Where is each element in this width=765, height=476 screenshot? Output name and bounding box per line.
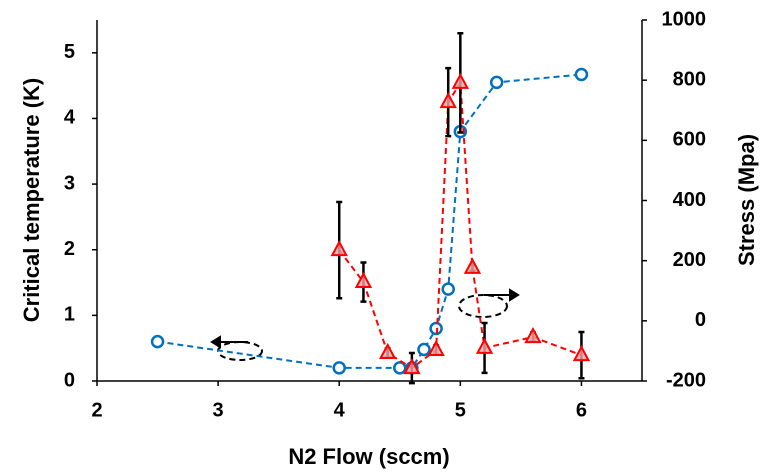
x-tick-label: 6 [576, 399, 587, 421]
x-tick-label: 3 [213, 399, 224, 421]
marker [463, 257, 482, 274]
marker [451, 72, 470, 89]
y2-tick-label: 600 [673, 129, 706, 151]
y-tick-label: 2 [64, 238, 75, 260]
marker [332, 361, 346, 375]
x-axis-title: N2 Flow (sccm) [288, 444, 449, 469]
marker [417, 342, 431, 357]
marker [150, 334, 165, 349]
marker [354, 271, 373, 289]
y2-tick-label: -200 [666, 369, 706, 391]
marker [572, 345, 591, 362]
y-tick-label: 3 [64, 172, 75, 194]
y-tick-label: 0 [64, 369, 75, 391]
marker [427, 339, 445, 357]
y-axis-title: Critical temperature (K) [19, 78, 44, 323]
y2-tick-label: 200 [673, 249, 706, 271]
series-line [157, 73, 582, 369]
y2-tick-label: 0 [695, 309, 706, 331]
marker [475, 337, 494, 354]
marker [378, 342, 397, 360]
y2-tick-label: 1000 [662, 8, 707, 30]
y2-tick-label: 400 [673, 189, 706, 211]
y-tick-label: 1 [64, 304, 75, 326]
y-tick-label: 4 [64, 107, 76, 129]
marker [574, 67, 589, 82]
x-tick-label: 2 [91, 399, 102, 421]
marker [439, 92, 457, 109]
y2-axis-title: Stress (Mpa) [734, 134, 759, 266]
marker [403, 357, 421, 375]
y-tick-label: 5 [64, 41, 75, 63]
marker [489, 75, 504, 90]
marker [429, 321, 443, 336]
x-tick-label: 4 [334, 399, 346, 421]
x-tick-label: 5 [455, 399, 466, 421]
marker [330, 240, 348, 257]
marker [441, 282, 455, 296]
marker [524, 326, 542, 344]
y2-tick-label: 800 [673, 68, 706, 90]
